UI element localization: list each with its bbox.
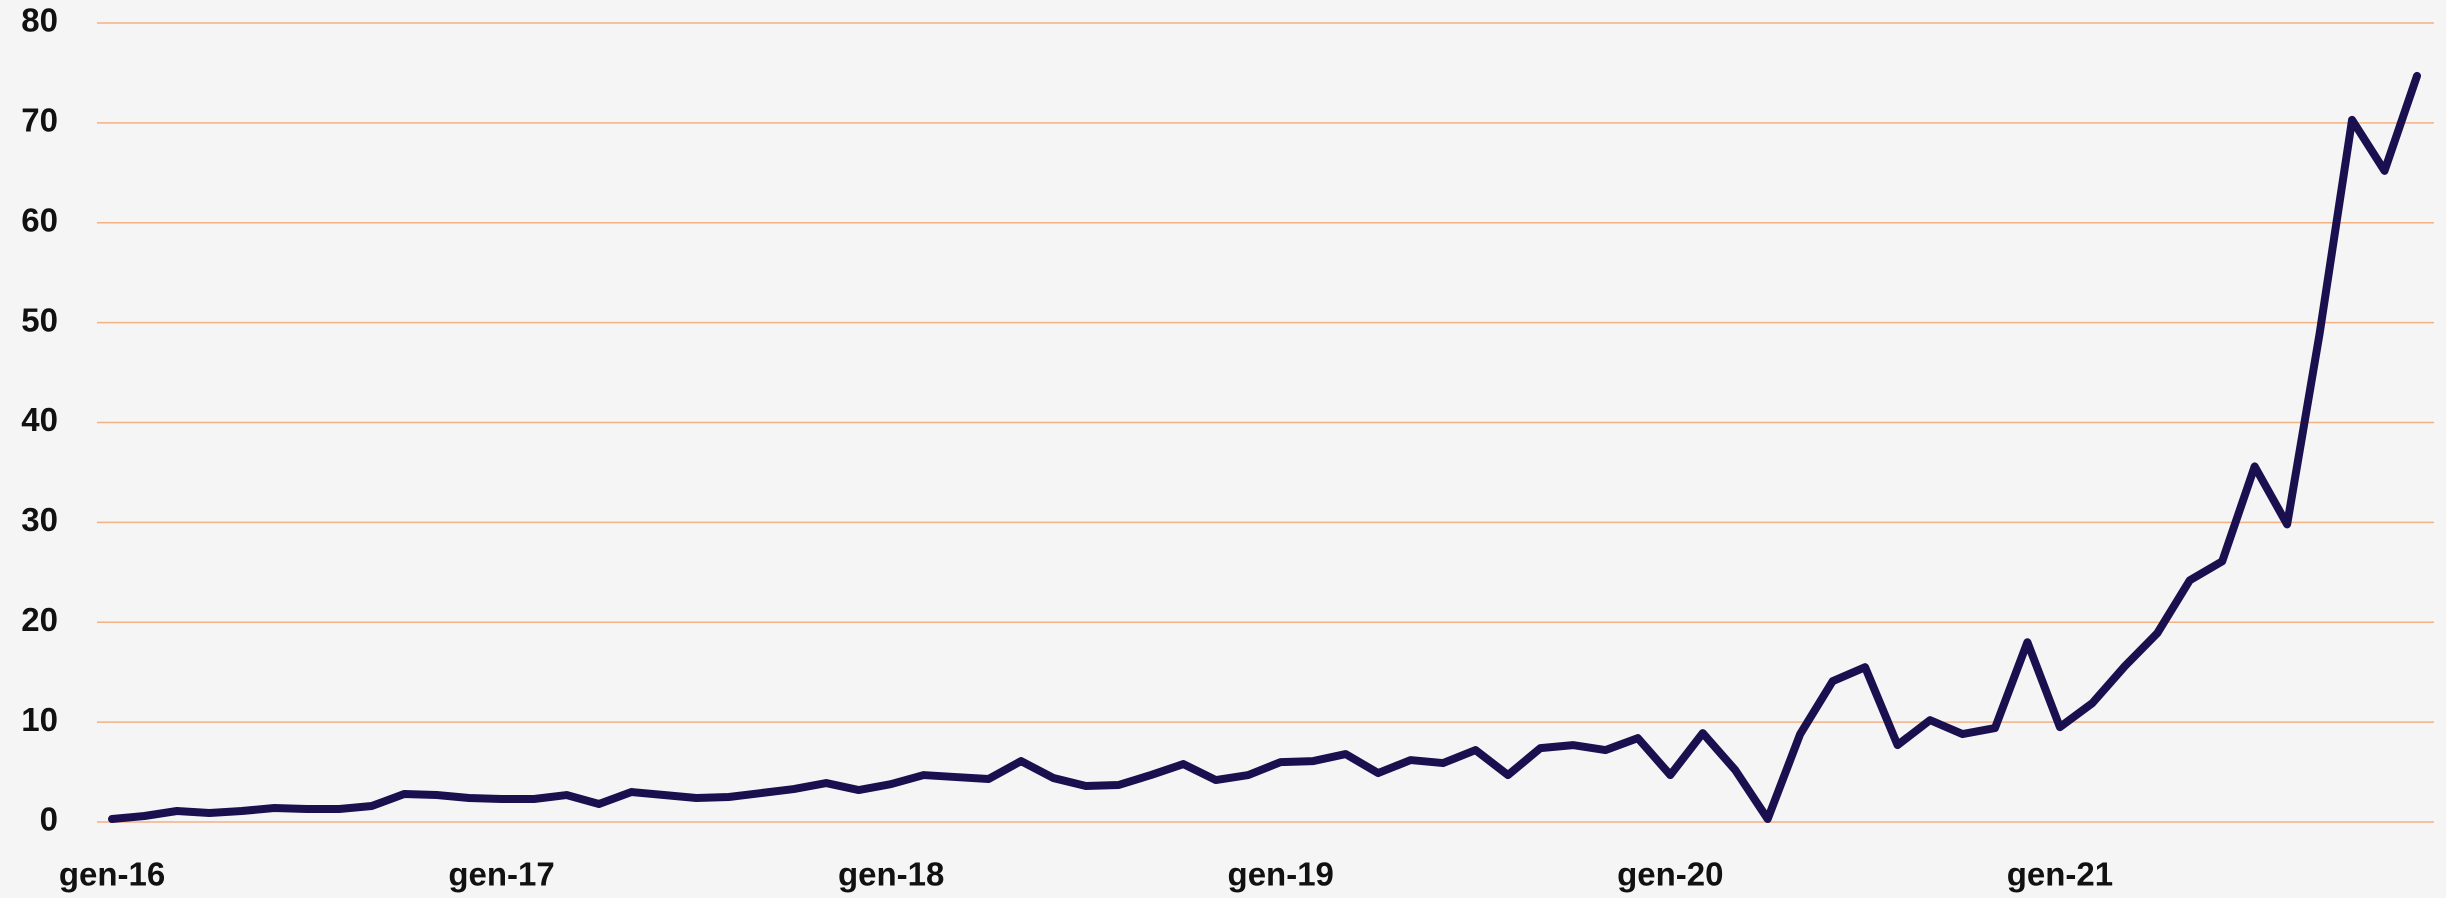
x-tick-label: gen-17 xyxy=(448,856,554,893)
y-tick-label: 50 xyxy=(21,301,58,338)
y-tick-label: 30 xyxy=(21,501,58,538)
y-tick-label: 0 xyxy=(40,801,58,838)
data-line xyxy=(108,71,2421,824)
x-tick-label: gen-19 xyxy=(1228,856,1334,893)
x-tick-label: gen-21 xyxy=(2007,856,2113,893)
x-tick-label: gen-18 xyxy=(838,856,944,893)
x-tick-label: gen-20 xyxy=(1617,856,1723,893)
x-tick-label: gen-16 xyxy=(59,856,165,893)
y-tick-label: 70 xyxy=(21,102,58,139)
y-tick-label: 10 xyxy=(21,701,58,738)
y-tick-label: 20 xyxy=(21,601,58,638)
y-tick-label: 60 xyxy=(21,201,58,238)
y-tick-label: 40 xyxy=(21,401,58,438)
y-tick-label: 80 xyxy=(21,2,58,39)
